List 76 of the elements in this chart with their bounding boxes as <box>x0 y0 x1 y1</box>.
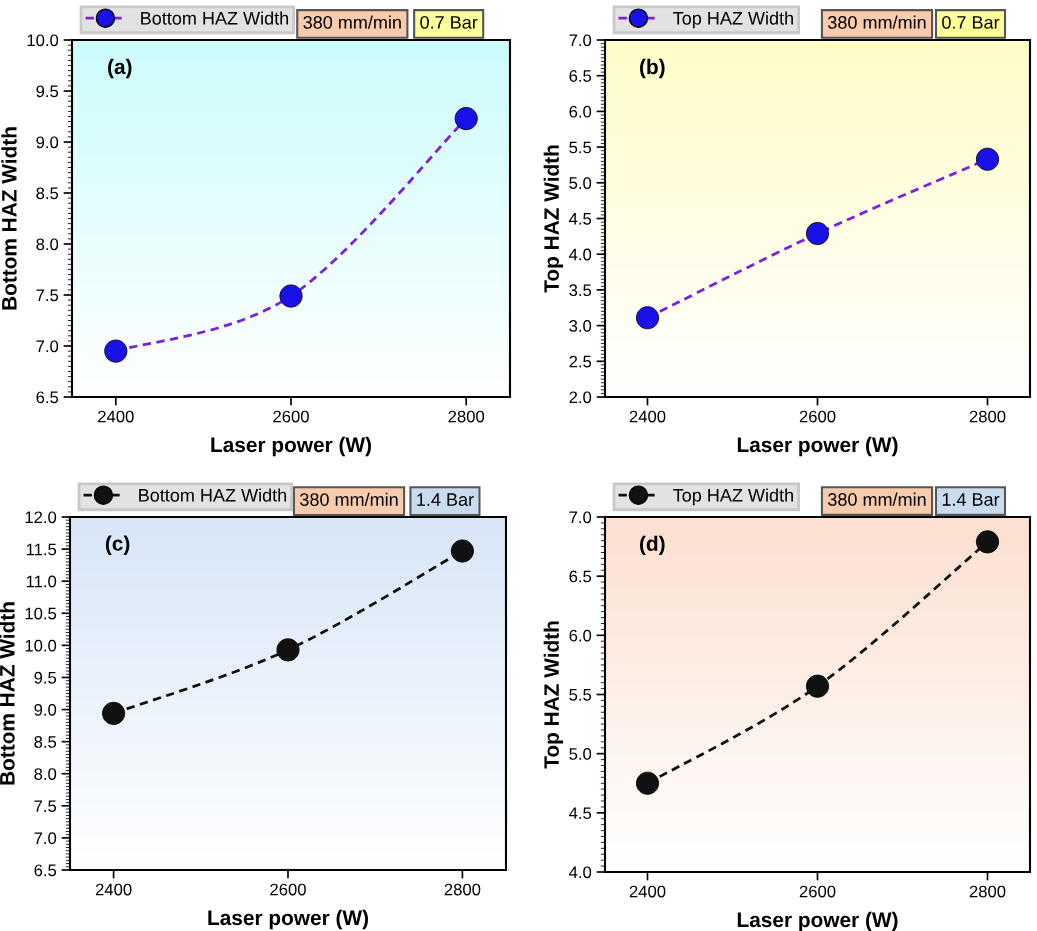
point <box>454 107 478 131</box>
x-tick-label: 2400 <box>629 885 666 898</box>
y-tick-label: 7.5 <box>36 289 59 302</box>
y-tick-label: 6.5 <box>569 70 592 82</box>
y-tick-label: 3.0 <box>569 320 592 332</box>
x-axis-title: Laser power (W) <box>737 436 898 457</box>
y-tick-label: 8.5 <box>34 736 57 748</box>
y-tick-label: 11.5 <box>26 543 57 556</box>
x-tick-label: 2800 <box>444 883 481 896</box>
y-axis-title: Top HAZ Width <box>543 621 564 769</box>
y-tick-label: 4.5 <box>569 213 592 225</box>
x-tick-label: 2800 <box>969 885 1006 898</box>
y-tick-label: 6.0 <box>569 105 592 118</box>
x-axis-title: Laser power (W) <box>208 909 368 930</box>
x-axis-title: Laser power (W) <box>211 436 371 457</box>
legend-label: Top HAZ Width <box>673 488 793 506</box>
annotation: (d) <box>640 535 665 556</box>
x-tick-label: 2800 <box>448 410 485 423</box>
y-tick-label: 7.0 <box>569 34 592 47</box>
y-tick-label: 7.0 <box>569 511 592 524</box>
y-tick-label: 6.5 <box>569 570 592 583</box>
y-tick-label: 7.0 <box>36 340 59 353</box>
text: 380 mm/min <box>828 492 926 506</box>
text: 0.7 Bar <box>942 16 1000 29</box>
annotation: (c) <box>105 535 130 555</box>
y-tick-label: 4.0 <box>569 866 592 879</box>
annotation: (b) <box>640 58 665 79</box>
y-tick-label: 12.0 <box>25 511 57 524</box>
text: 380 mm/min <box>300 492 398 506</box>
x-tick-label: 2600 <box>273 410 309 423</box>
x-tick-label: 2800 <box>969 410 1006 423</box>
y-tick-label: 4.0 <box>569 248 592 261</box>
y-tick-label: 10.5 <box>25 607 57 620</box>
y-tick-label: 6.0 <box>569 629 592 642</box>
y-tick-label: 5.5 <box>569 141 592 154</box>
y-tick-label: 8.0 <box>36 238 59 251</box>
y-tick-label: 11.0 <box>26 575 57 588</box>
y-tick-label: 2.0 <box>569 391 592 404</box>
text: 380 mm/min <box>303 15 401 29</box>
legend-label: Top HAZ Width <box>673 11 793 29</box>
x-tick-label: 2400 <box>629 410 666 423</box>
y-tick-label: 4.5 <box>569 807 592 820</box>
point <box>279 284 303 308</box>
y-axis-title: Bottom HAZ Width <box>1 127 17 310</box>
y-tick-label: 5.0 <box>569 177 592 189</box>
y-tick-label: 5.0 <box>569 748 592 760</box>
y-tick-label: 3.5 <box>569 284 592 297</box>
y-tick-label: 8.5 <box>36 187 59 200</box>
x-tick-label: 2600 <box>270 883 306 896</box>
x-tick-label: 2400 <box>95 883 132 896</box>
y-tick-label: 7.5 <box>34 800 57 813</box>
y-tick-label: 10.0 <box>27 34 59 47</box>
text: 1.4 Bar <box>417 493 474 506</box>
y-tick-label: 6.5 <box>36 391 59 404</box>
y-tick-label: 9.5 <box>34 671 57 684</box>
x-tick-label: 2600 <box>799 885 836 898</box>
y-tick-label: 5.5 <box>569 689 592 701</box>
x-tick-label: 2600 <box>799 410 836 423</box>
text: 1.4 Bar <box>942 493 1000 506</box>
x-tick-label: 2400 <box>98 410 134 423</box>
text: 0.7 Bar <box>420 16 478 29</box>
y-tick-label: 10.0 <box>25 639 57 652</box>
x-axis-title: Laser power (W) <box>737 911 898 931</box>
y-tick-label: 9.5 <box>36 85 59 98</box>
legend-label: Bottom HAZ Width <box>141 11 289 25</box>
legend-label: Bottom HAZ Width <box>139 488 287 502</box>
text: 380 mm/min <box>828 15 926 29</box>
y-axis-title: Top HAZ Width <box>543 145 564 293</box>
annotation: (a) <box>108 58 132 79</box>
y-tick-label: 6.5 <box>34 864 57 877</box>
y-tick-label: 9.0 <box>36 136 59 149</box>
y-axis-title: Bottom HAZ Width <box>0 602 15 785</box>
y-tick-label: 7.0 <box>34 832 57 845</box>
y-tick-label: 2.5 <box>569 355 592 368</box>
y-tick-label: 8.0 <box>34 768 57 780</box>
y-tick-label: 9.0 <box>34 703 57 716</box>
